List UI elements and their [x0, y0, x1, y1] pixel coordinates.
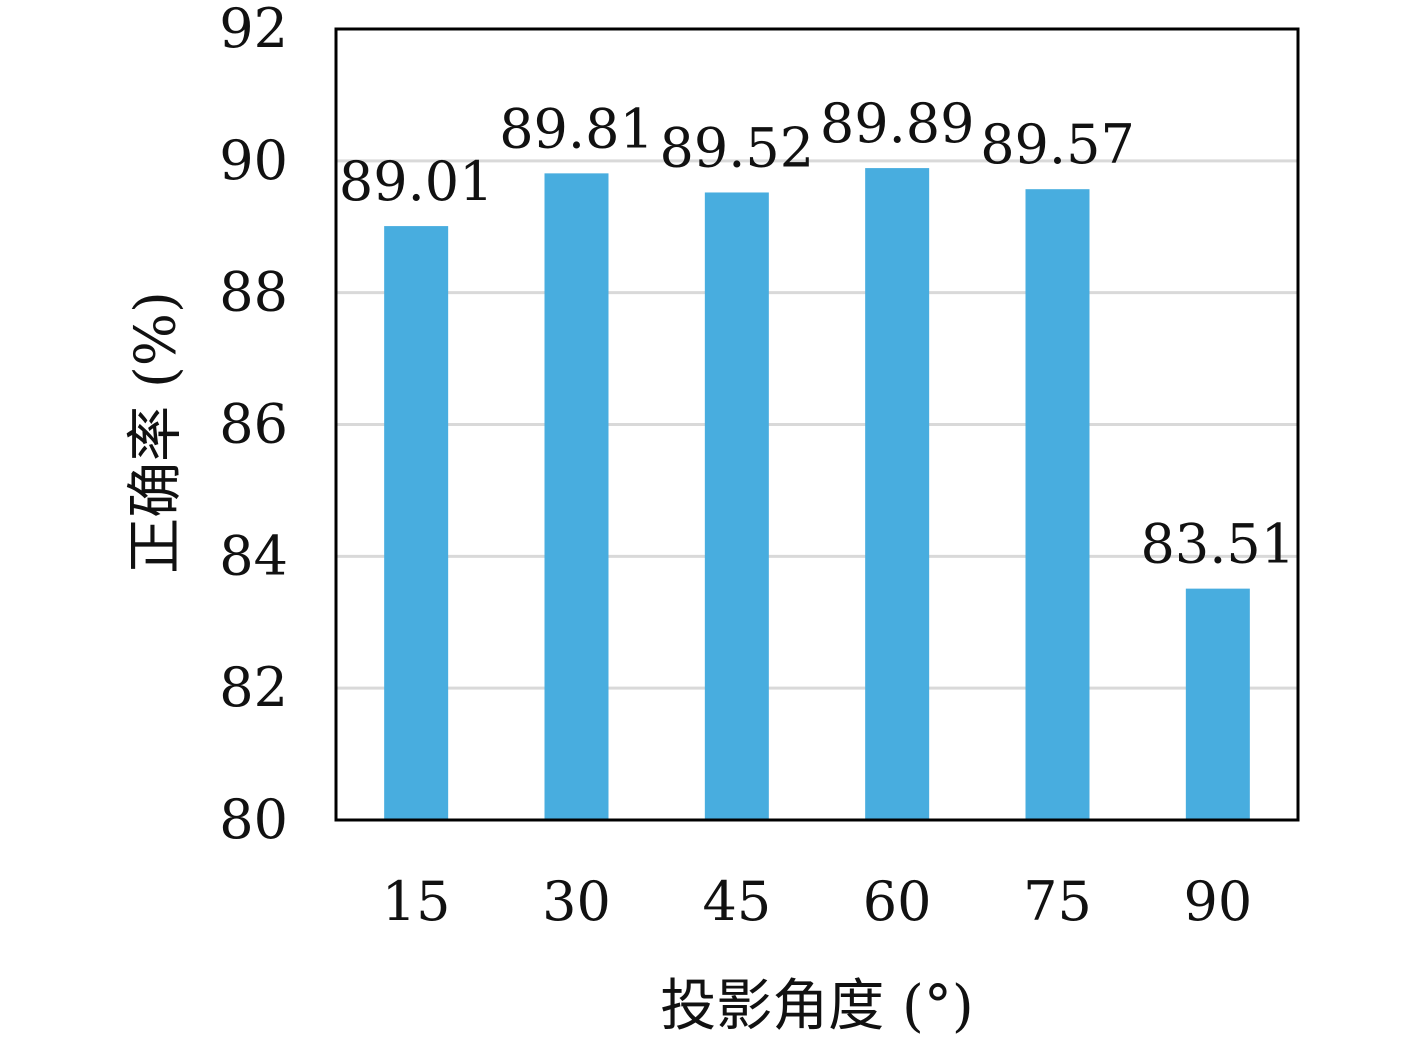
y-tick-label-92: 92 [219, 0, 288, 60]
bar-75 [1025, 189, 1090, 821]
x-tick-label-45: 45 [702, 870, 771, 933]
plot-frame [334, 27, 1300, 822]
data-label-60: 89.89 [820, 92, 975, 155]
data-label-45: 89.52 [660, 116, 815, 179]
x-tick-label-75: 75 [1023, 870, 1092, 933]
y-tick-label-88: 88 [219, 261, 288, 324]
gridlines [336, 159, 1298, 690]
x-tick-labels: 15 30 45 60 75 90 [382, 870, 1252, 933]
data-label-15: 89.01 [339, 150, 494, 213]
x-tick-label-90: 90 [1183, 870, 1252, 933]
bar-90 [1185, 588, 1250, 820]
y-tick-label-80: 80 [219, 788, 288, 851]
data-label-90: 83.51 [1141, 513, 1296, 576]
bar-60 [865, 168, 930, 820]
x-tick-label-30: 30 [542, 870, 611, 933]
y-tick-label-84: 84 [219, 524, 288, 587]
bars [384, 168, 1250, 821]
y-tick-label-90: 90 [219, 129, 288, 192]
data-label-75: 89.57 [980, 113, 1135, 176]
y-tick-label-82: 82 [219, 656, 288, 719]
x-tick-label-15: 15 [382, 870, 451, 933]
bar-15 [384, 226, 449, 821]
x-axis-title: 投影角度 (°) [660, 974, 974, 1039]
x-tick-label-60: 60 [863, 870, 932, 933]
bar-30 [544, 173, 609, 821]
y-tick-label-86: 86 [219, 393, 288, 456]
bar-45 [704, 192, 769, 820]
data-label-30: 89.81 [499, 97, 654, 160]
y-axis-title: 正确率 (%) [124, 291, 189, 574]
y-tick-labels: 80 82 84 86 88 90 92 [219, 0, 288, 851]
